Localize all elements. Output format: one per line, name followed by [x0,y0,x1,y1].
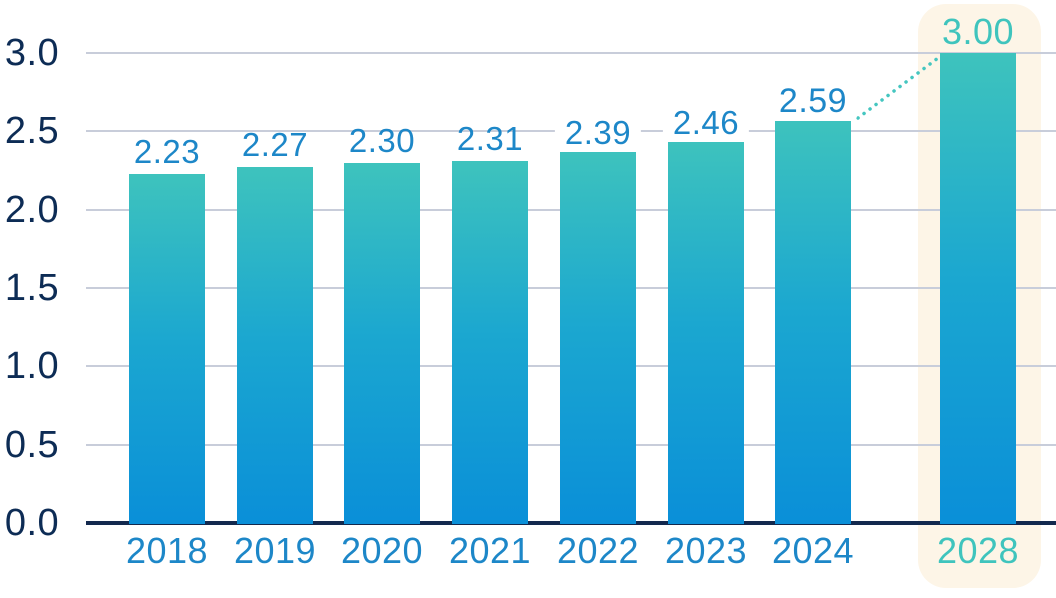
y-axis-label: 3.0 [4,31,60,74]
bar-2021 [452,161,528,524]
x-axis-label-2019: 2019 [233,530,317,571]
bar-2018 [129,173,205,524]
gridline [86,51,1056,54]
value-label-2020: 2.30 [348,121,416,159]
x-axis-label-2020: 2020 [340,530,424,571]
x-axis-label-2021: 2021 [448,530,532,571]
bar-2024 [775,117,851,524]
x-axis-label-2018: 2018 [125,530,209,571]
y-axis-label: 2.5 [4,110,60,153]
x-axis-label-2028: 2028 [936,530,1020,571]
y-axis-label: 1.0 [4,345,60,388]
value-label-2022: 2.39 [554,113,642,153]
y-axis-label: 0.5 [4,423,60,466]
y-axis-label: 1.5 [4,266,60,309]
value-label-2019: 2.27 [241,126,309,164]
value-label-2024: 2.59 [768,82,858,122]
value-label-2018: 2.23 [133,132,201,170]
value-label-2021: 2.31 [456,120,524,158]
y-axis-label: 2.0 [4,188,60,231]
bar-2020 [344,162,420,524]
bar-2028 [940,52,1016,524]
bar-2023 [668,137,744,524]
x-axis-label-2023: 2023 [664,530,748,571]
bar-2019 [237,167,313,524]
x-axis-label-2022: 2022 [556,530,640,571]
value-label-2023: 2.46 [662,102,750,142]
value-label-2028: 3.00 [941,10,1015,52]
bar-2022 [560,148,636,524]
x-axis-label-2024: 2024 [771,530,855,571]
y-axis-label: 0.0 [4,502,60,544]
